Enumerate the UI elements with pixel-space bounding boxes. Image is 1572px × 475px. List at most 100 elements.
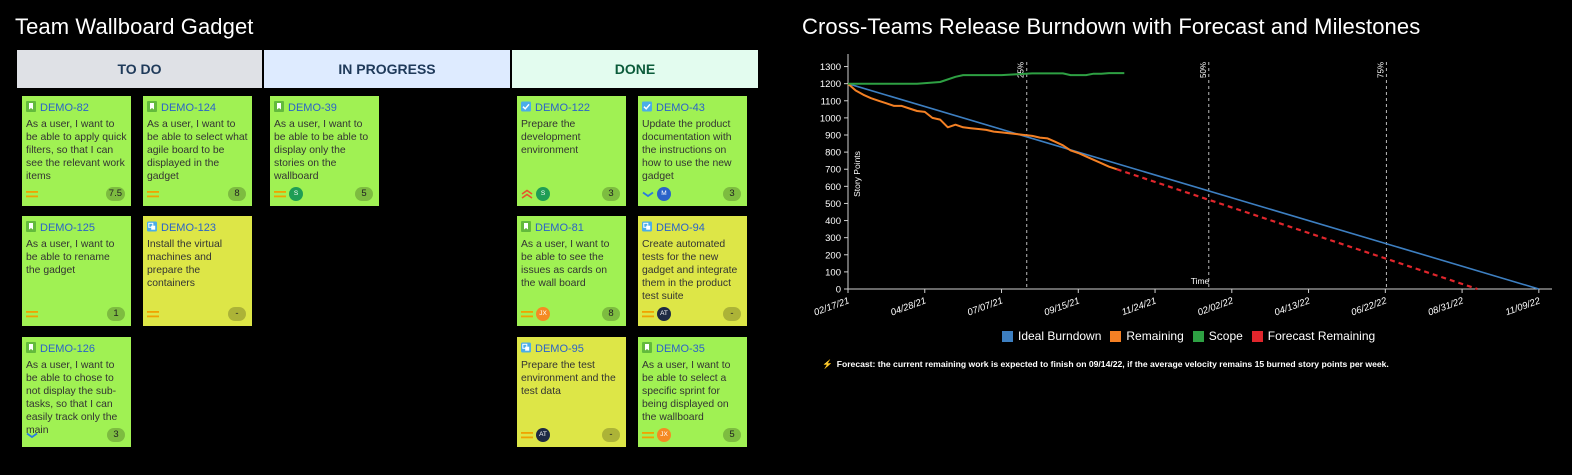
y-tick-label: 1300 <box>820 62 841 73</box>
issue-key[interactable]: DEMO-124 <box>161 102 217 114</box>
burndown-chart: 0 100 200 300 400 500 600 700 800 900 1000 1100 1200… <box>813 54 1552 318</box>
issue-key[interactable]: DEMO-95 <box>535 343 584 355</box>
y-tick-label: 600 <box>825 182 841 193</box>
x-tick-label: 11/24/21 <box>1120 295 1158 318</box>
issue-summary: As a user, I want to be able to apply qu… <box>26 119 127 182</box>
x-tick-label: 11/09/22 <box>1504 295 1543 318</box>
avatar: S <box>536 187 550 201</box>
burndown-title: Cross-Teams Release Burndown with Foreca… <box>802 14 1421 39</box>
legend-swatch <box>1002 330 1013 342</box>
series-line-ideal-burndown <box>847 82 1540 290</box>
issue-card[interactable]: DEMO-125 As a user, I want to be able to … <box>22 216 131 326</box>
story-icon <box>274 99 288 117</box>
estimate-badge: - <box>228 307 246 321</box>
issue-key[interactable]: DEMO-43 <box>656 102 705 114</box>
y-tick-label: 800 <box>825 148 841 159</box>
issue-summary: As a user, I want to be able to chose to… <box>26 360 118 436</box>
y-tick-label: 1200 <box>820 79 841 90</box>
issue-key[interactable]: DEMO-126 <box>40 343 96 355</box>
issue-card[interactable]: DEMO-95 Prepare the test environment and … <box>517 337 626 447</box>
x-tick-label: 02/17/21 <box>813 295 852 318</box>
column-header-done: DONE <box>512 50 758 88</box>
story-icon <box>642 340 656 358</box>
estimate-badge: 7.5 <box>105 187 125 201</box>
avatar: S <box>289 187 303 201</box>
series-line-scope <box>848 72 1125 85</box>
avatar: JX <box>536 307 550 321</box>
issue-key[interactable]: DEMO-123 <box>161 222 217 234</box>
issue-summary: As a user, I want to be able to select w… <box>147 119 248 182</box>
estimate-badge: 5 <box>723 428 741 442</box>
estimate-badge: 3 <box>602 187 620 201</box>
issue-card[interactable]: DEMO-122 Prepare the development environm… <box>517 96 626 206</box>
issue-summary: Create automated tests for the new gadge… <box>642 239 738 302</box>
estimate-badge: 3 <box>723 187 741 201</box>
estimate-badge: - <box>723 307 741 321</box>
wallboard-title: Team Wallboard Gadget <box>15 14 254 39</box>
x-tick-label: 02/02/22 <box>1196 295 1235 318</box>
legend-swatch <box>1110 330 1122 342</box>
issue-key[interactable]: DEMO-81 <box>535 222 584 234</box>
issue-card[interactable]: DEMO-123 Install the virtual machines and… <box>143 216 252 326</box>
story-icon <box>147 99 161 117</box>
avatar: AT <box>657 307 671 321</box>
issue-card[interactable]: DEMO-39 As a user, I want to be able to b… <box>270 96 379 206</box>
legend-label: Ideal Burndown <box>1018 329 1102 343</box>
legend-label: Remaining <box>1126 329 1184 343</box>
issue-summary: Prepare the test environment and the tes… <box>521 360 616 397</box>
issue-card[interactable]: DEMO-126 As a user, I want to be able to … <box>22 337 131 447</box>
milestone-label: 25% <box>1017 62 1026 78</box>
series-line-forecast-remaining <box>1116 168 1478 291</box>
y-tick-label: 1000 <box>820 113 841 124</box>
legend-item[interactable]: Scope <box>1192 329 1243 343</box>
x-tick-label: 09/15/21 <box>1043 295 1082 318</box>
lightning-icon: ⚡ <box>822 359 833 369</box>
issue-key[interactable]: DEMO-39 <box>288 102 337 114</box>
issue-card[interactable]: DEMO-82 As a user, I want to be able to a… <box>22 96 131 206</box>
issue-card[interactable]: DEMO-43 Update the product documentation … <box>638 96 747 206</box>
story-icon <box>26 340 40 358</box>
issue-summary: As a user, I want to be able to rename t… <box>26 239 115 276</box>
y-tick-label: 300 <box>825 233 841 244</box>
issue-card[interactable]: DEMO-124 As a user, I want to be able to … <box>143 96 252 206</box>
estimate-badge: 5 <box>355 187 373 201</box>
issue-card[interactable]: DEMO-81 As a user, I want to be able to s… <box>517 216 626 326</box>
issue-card[interactable]: DEMO-94 Create automated tests for the ne… <box>638 216 747 326</box>
avatar: M <box>657 187 671 201</box>
subtask-icon <box>642 219 656 237</box>
story-icon <box>521 219 535 237</box>
task-icon <box>521 99 535 117</box>
legend-item[interactable]: Ideal Burndown <box>1002 329 1101 343</box>
y-tick-label: 700 <box>825 165 841 176</box>
legend-item[interactable]: Forecast Remaining <box>1251 329 1376 343</box>
legend-label: Forecast Remaining <box>1267 329 1376 343</box>
subtask-icon <box>521 340 535 358</box>
x-tick-label: 06/22/22 <box>1350 295 1389 318</box>
avatar: JX <box>657 428 671 442</box>
issue-key[interactable]: DEMO-125 <box>40 222 96 234</box>
issue-summary: Update the product documentation with th… <box>642 119 732 182</box>
legend-item[interactable]: Remaining <box>1110 329 1184 343</box>
y-tick-label: 200 <box>825 250 841 261</box>
issue-key[interactable]: DEMO-35 <box>656 343 705 355</box>
estimate-badge: 1 <box>107 307 125 321</box>
legend-label: Scope <box>1208 329 1243 343</box>
y-axis-label: Story Points <box>852 151 862 197</box>
estimate-badge: 3 <box>107 428 125 442</box>
issue-summary: As a user, I want to be able to select a… <box>642 360 731 423</box>
milestone-label: 50% <box>1199 62 1208 78</box>
issue-summary: As a user, I want to be able to see the … <box>521 239 610 289</box>
milestone-label: 75% <box>1376 62 1385 78</box>
issue-key[interactable]: DEMO-122 <box>535 102 591 114</box>
story-icon <box>26 219 40 237</box>
x-tick-label: 04/28/21 <box>889 295 928 318</box>
chart-legend: Ideal Burndown Remaining Scope Forecast Rem… <box>1002 329 1384 343</box>
issue-key[interactable]: DEMO-94 <box>656 222 705 234</box>
estimate-badge: - <box>602 428 620 442</box>
avatar: AT <box>536 428 550 442</box>
issue-key[interactable]: DEMO-82 <box>40 102 89 114</box>
x-axis-label: Time <box>1191 276 1210 286</box>
x-tick-label: 08/31/22 <box>1427 295 1466 318</box>
issue-card[interactable]: DEMO-35 As a user, I want to be able to s… <box>638 337 747 447</box>
task-icon <box>642 99 656 117</box>
